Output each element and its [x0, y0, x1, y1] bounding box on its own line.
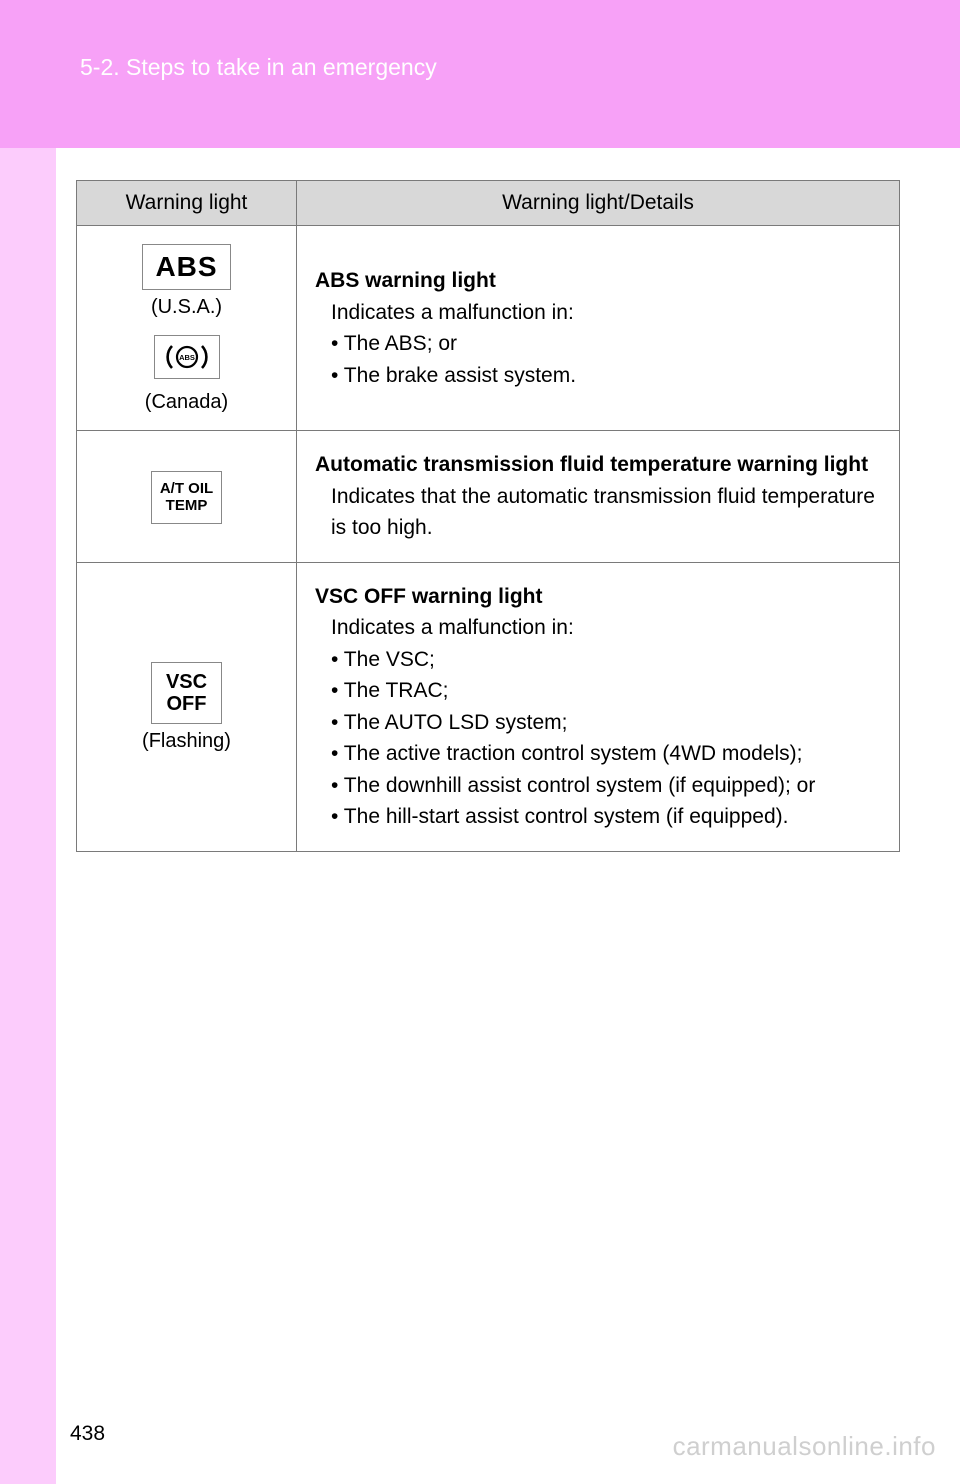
table-row: VSC OFF (Flashing) VSC OFF warning light… — [77, 562, 900, 851]
abs-detail-lead: Indicates a malfunction in: — [331, 297, 883, 329]
atoil-detail-body: Indicates that the automatic transmissio… — [331, 481, 883, 544]
page-number: 438 — [70, 1422, 105, 1446]
vsc-bullet-3: • The AUTO LSD system; — [331, 707, 883, 739]
abs-light-cell: ABS (U.S.A.) ABS (Canada) — [77, 226, 297, 431]
atoil-icon: A/T OIL TEMP — [151, 471, 222, 524]
header-warning-details: Warning light/Details — [297, 181, 900, 226]
vsc-bullet-1: • The VSC; — [331, 644, 883, 676]
abs-usa-icon: ABS — [142, 244, 230, 290]
table-row: A/T OIL TEMP Automatic transmission flui… — [77, 431, 900, 563]
svg-text:ABS: ABS — [179, 353, 195, 362]
atoil-icon-line2: TEMP — [160, 497, 213, 514]
abs-bullet-2: • The brake assist system. — [331, 360, 883, 392]
vsc-flashing-label: (Flashing) — [83, 730, 290, 753]
table-row: ABS (U.S.A.) ABS (Canada) ABS warning li… — [77, 226, 900, 431]
abs-bullet-1: • The ABS; or — [331, 328, 883, 360]
atoil-detail-cell: Automatic transmission fluid temperature… — [297, 431, 900, 563]
watermark: carmanualsonline.info — [673, 1431, 936, 1462]
abs-usa-label: (U.S.A.) — [83, 296, 290, 319]
abs-detail-title: ABS warning light — [315, 265, 883, 297]
vsc-bullet-6: • The hill-start assist control system (… — [331, 801, 883, 833]
section-title: 5-2. Steps to take in an emergency — [80, 54, 437, 81]
side-band — [0, 148, 56, 1484]
vsc-icon-line2: OFF — [166, 693, 207, 715]
vsc-detail-title: VSC OFF warning light — [315, 581, 883, 613]
warning-lights-table: Warning light Warning light/Details ABS … — [76, 180, 900, 852]
abs-canada-icon: ABS — [154, 335, 220, 379]
vsc-light-cell: VSC OFF (Flashing) — [77, 562, 297, 851]
abs-usa-icon-text: ABS — [155, 251, 217, 282]
vsc-bullet-5: • The downhill assist control system (if… — [331, 770, 883, 802]
vsc-bullet-2: • The TRAC; — [331, 675, 883, 707]
abs-canada-label: (Canada) — [83, 391, 290, 414]
abs-canada-icon-svg: ABS — [165, 342, 209, 372]
vsc-detail-cell: VSC OFF warning light Indicates a malfun… — [297, 562, 900, 851]
vsc-bullet-4: • The active traction control system (4W… — [331, 738, 883, 770]
vsc-off-icon: VSC OFF — [151, 662, 222, 724]
abs-detail-cell: ABS warning light Indicates a malfunctio… — [297, 226, 900, 431]
vsc-icon-line1: VSC — [166, 671, 207, 693]
header-warning-light: Warning light — [77, 181, 297, 226]
vsc-detail-lead: Indicates a malfunction in: — [331, 612, 883, 644]
atoil-light-cell: A/T OIL TEMP — [77, 431, 297, 563]
atoil-icon-line1: A/T OIL — [160, 480, 213, 497]
atoil-detail-title: Automatic transmission fluid temperature… — [315, 449, 883, 481]
